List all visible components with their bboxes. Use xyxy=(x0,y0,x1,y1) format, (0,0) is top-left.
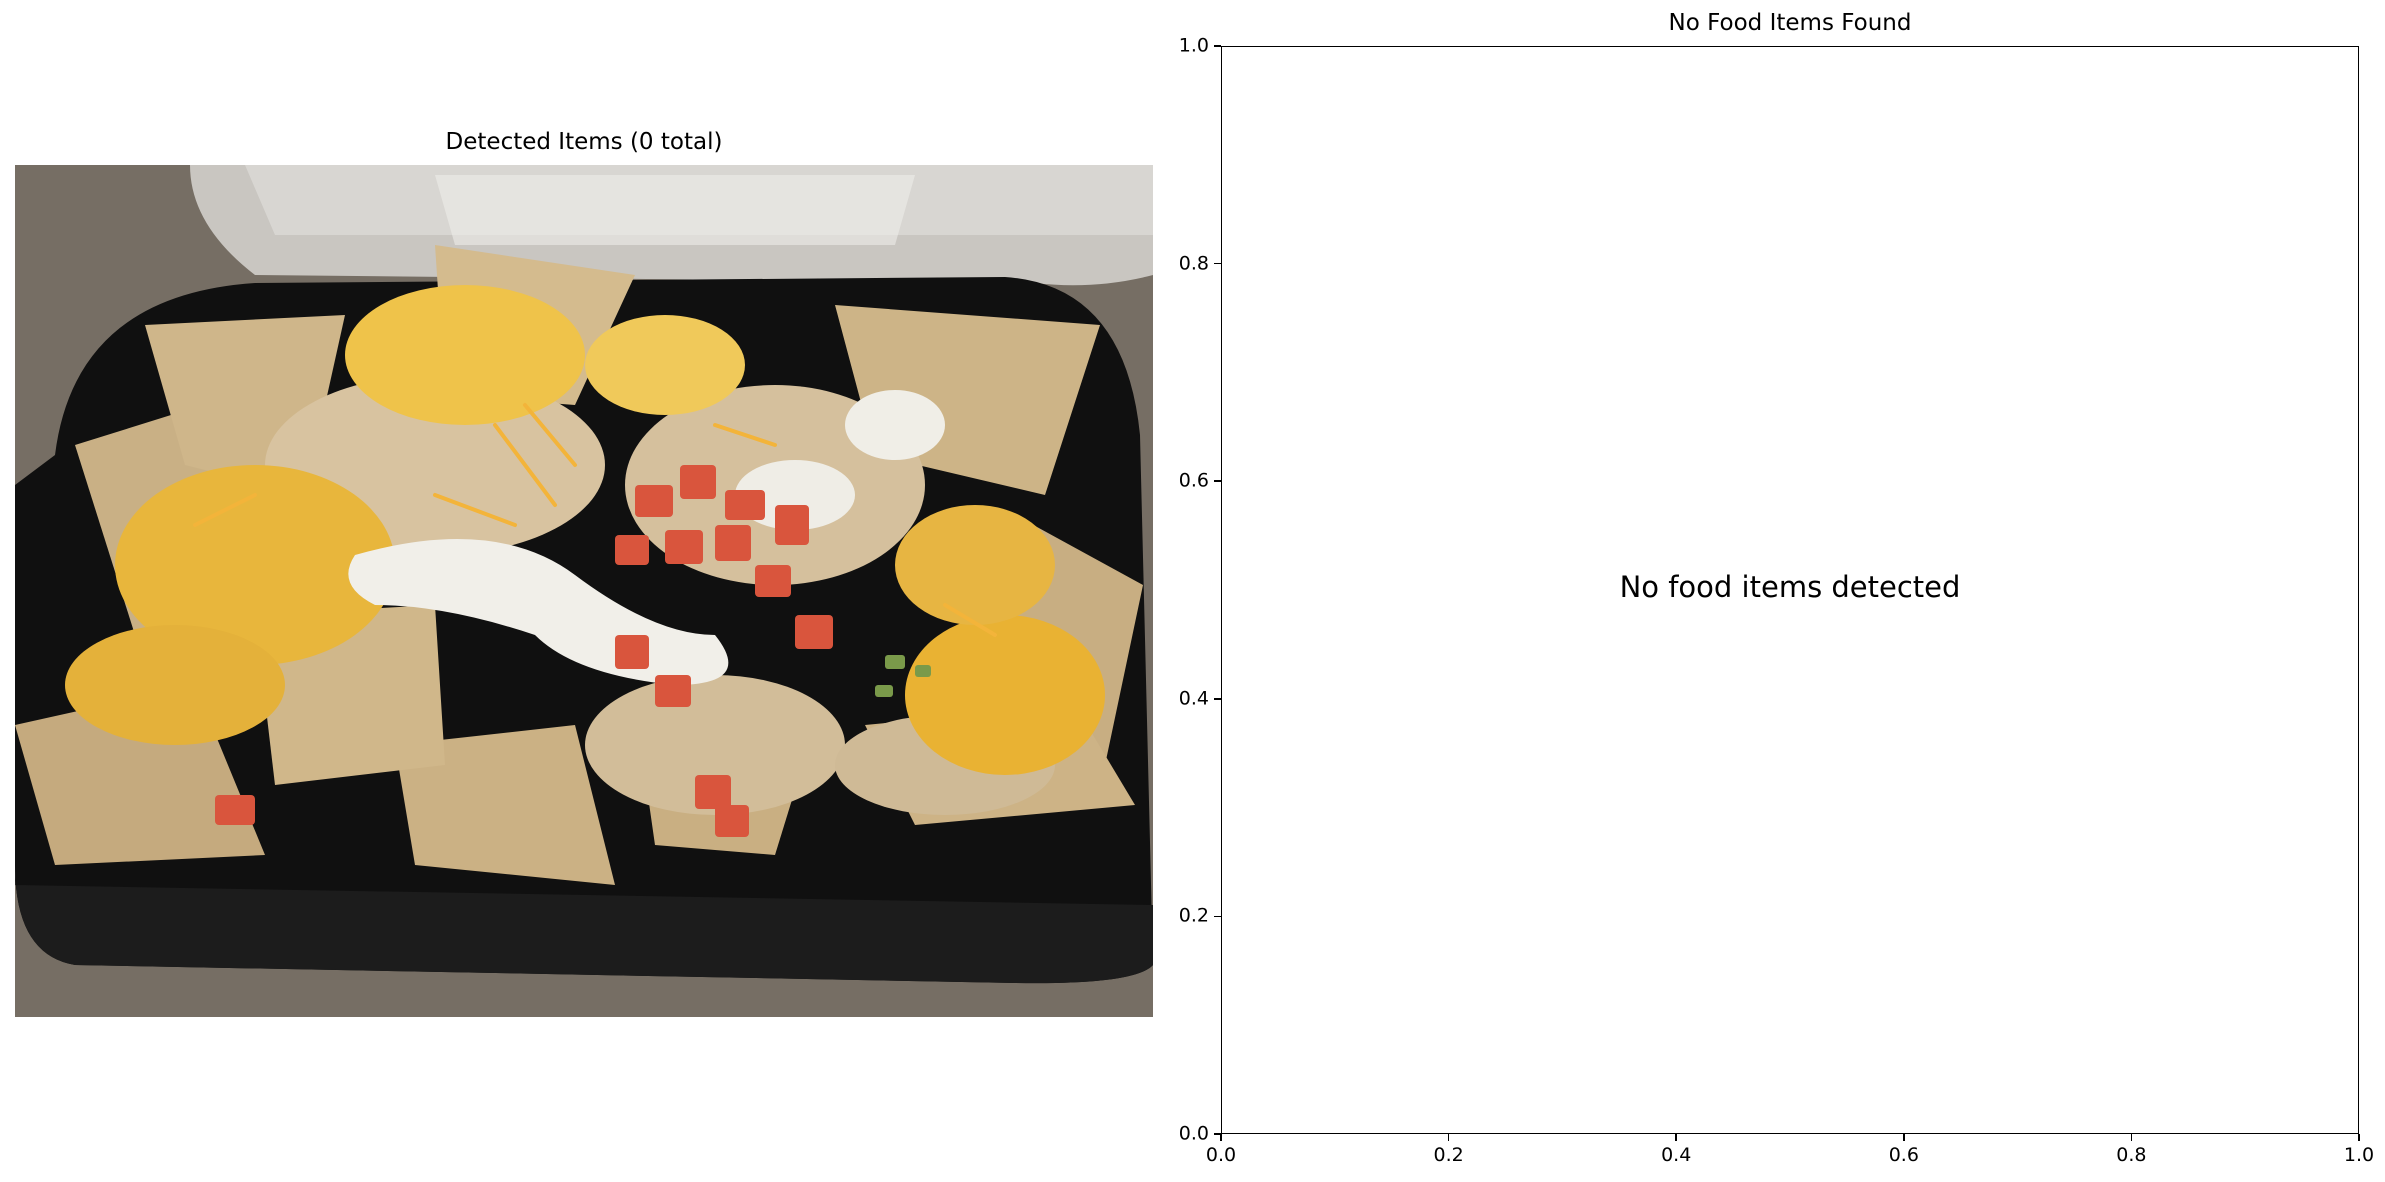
y-tick-label: 0.8 xyxy=(1178,252,1209,275)
x-tick-label: 1.0 xyxy=(2343,1144,2375,1166)
y-tick-mark xyxy=(1214,1133,1221,1135)
y-tick-label: 1.0 xyxy=(1178,34,1209,57)
x-tick-mark xyxy=(1447,1134,1450,1141)
y-tick-mark xyxy=(1214,698,1221,700)
x-tick-mark xyxy=(1903,1134,1905,1141)
y-tick-mark xyxy=(1214,480,1221,482)
x-tick-label: 0.2 xyxy=(1433,1144,1464,1166)
no-food-items-title: No Food Items Found xyxy=(1668,10,1912,36)
no-detections-message: No food items detected xyxy=(1619,570,1961,604)
y-tick-label: 0.0 xyxy=(1178,1122,1209,1145)
y-tick-mark xyxy=(1214,262,1221,265)
x-tick-mark xyxy=(1675,1134,1677,1141)
plot-area xyxy=(1221,46,2359,1134)
y-tick-label: 0.6 xyxy=(1178,469,1209,492)
x-tick-mark xyxy=(2130,1134,2133,1141)
detected-items-title: Detected Items (0 total) xyxy=(445,129,723,155)
x-tick-label: 0.4 xyxy=(1661,1144,1692,1166)
food-photo xyxy=(15,165,1153,1017)
y-tick-label: 0.2 xyxy=(1178,904,1209,927)
y-tick-mark xyxy=(1214,915,1221,918)
x-tick-label: 0.0 xyxy=(1205,1144,1237,1166)
x-tick-mark xyxy=(2358,1134,2360,1141)
x-tick-mark xyxy=(1220,1134,1222,1141)
x-tick-label: 0.8 xyxy=(2116,1144,2147,1166)
y-tick-mark xyxy=(1214,45,1221,47)
x-tick-label: 0.6 xyxy=(1888,1144,1919,1166)
y-tick-label: 0.4 xyxy=(1178,687,1209,710)
